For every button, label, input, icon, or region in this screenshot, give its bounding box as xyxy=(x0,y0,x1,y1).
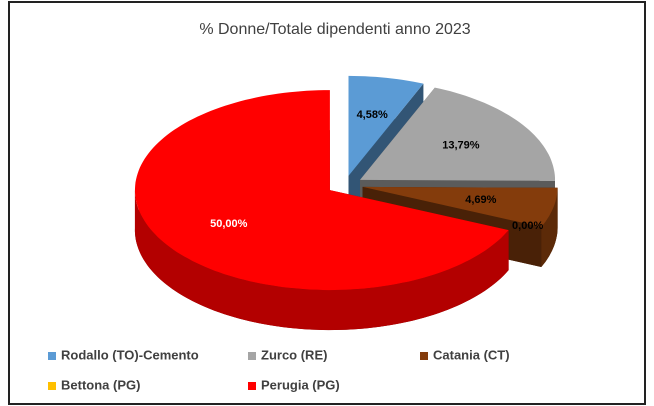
legend-label: Perugia (PG) xyxy=(261,377,340,392)
legend-label: Bettona (PG) xyxy=(61,377,140,392)
slice-wall xyxy=(541,187,558,267)
legend-swatch xyxy=(248,352,256,360)
data-label: 13,79% xyxy=(442,140,480,152)
legend-swatch xyxy=(420,352,428,360)
data-label: 0,00% xyxy=(512,220,543,232)
legend-label: Zurco (RE) xyxy=(261,347,327,362)
data-label: 4,58% xyxy=(357,109,388,121)
chart-title: % Donne/Totale dipendenti anno 2023 xyxy=(199,21,470,38)
legend-label: Catania (CT) xyxy=(433,347,510,362)
legend-label: Rodallo (TO)-Cemento xyxy=(61,347,199,362)
slice xyxy=(348,75,424,176)
slice xyxy=(134,90,509,291)
legend-swatch xyxy=(248,382,256,390)
slice xyxy=(360,87,555,181)
slice-wall xyxy=(134,190,509,330)
legend-swatch xyxy=(48,382,56,390)
slice xyxy=(362,186,558,227)
data-label: 50,00% xyxy=(210,218,248,230)
legend-swatch xyxy=(48,352,56,360)
data-label: 4,69% xyxy=(465,194,496,206)
